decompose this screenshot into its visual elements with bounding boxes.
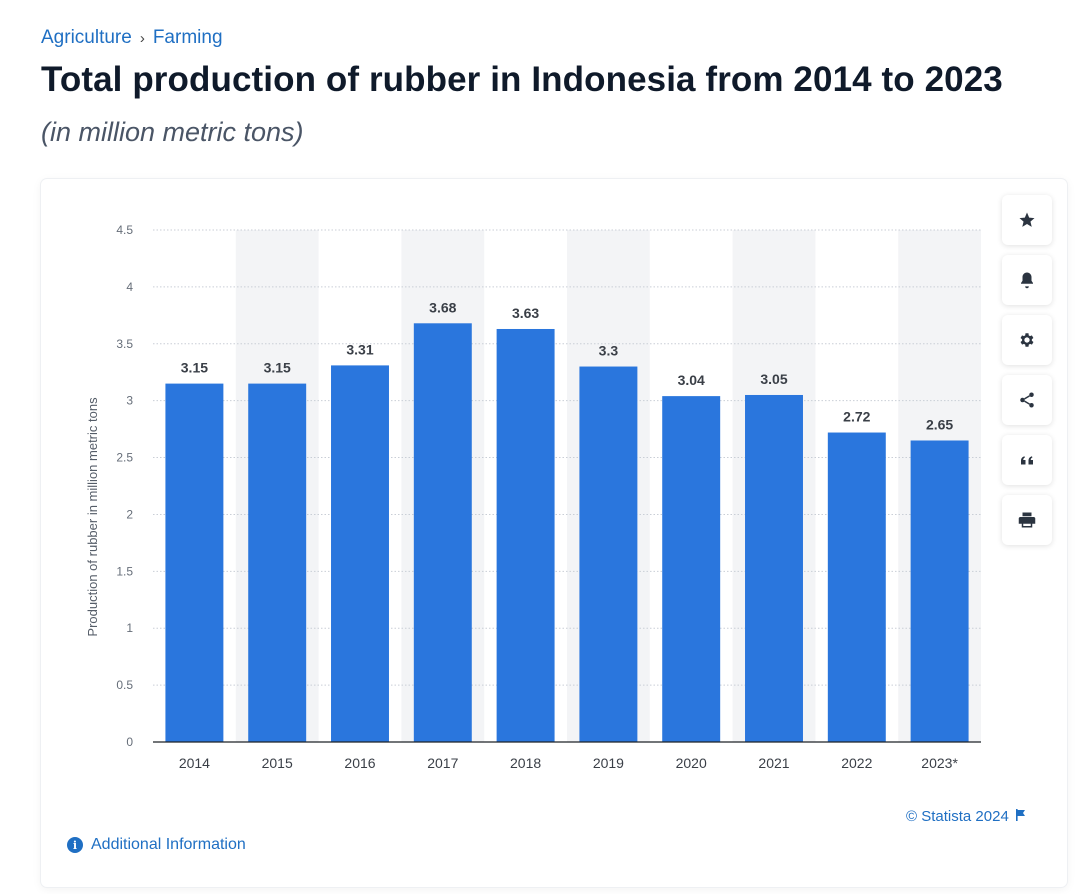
data-label: 3.63 bbox=[512, 305, 539, 321]
data-label: 3.04 bbox=[678, 372, 705, 388]
bar bbox=[165, 383, 224, 742]
cite-button[interactable] bbox=[1002, 435, 1052, 485]
quote-icon bbox=[1018, 451, 1036, 469]
bar bbox=[331, 365, 389, 742]
bar bbox=[413, 323, 472, 742]
chart-card: 0 0.5 1 1.5 2 2.5 3 3.5 4 4.5 Production of rubber… bbox=[41, 179, 1067, 887]
data-label: 3.15 bbox=[181, 360, 208, 376]
print-button[interactable] bbox=[1002, 495, 1052, 545]
copyright-notice[interactable]: © Statista 2024 bbox=[906, 808, 1026, 825]
x-tick-label: 2015 bbox=[262, 755, 293, 771]
bar bbox=[745, 394, 803, 742]
share-icon bbox=[1018, 391, 1036, 409]
share-button[interactable] bbox=[1002, 375, 1052, 425]
bar-chart: 0 0.5 1 1.5 2 2.5 3 3.5 4 4.5 Production of rubber… bbox=[85, 223, 981, 771]
bar bbox=[662, 396, 721, 742]
additional-information-label: Additional Information bbox=[91, 836, 246, 853]
y-tick-label: 1.5 bbox=[116, 564, 133, 578]
x-tick-label: 2020 bbox=[676, 755, 707, 771]
y-tick-label: 1 bbox=[126, 621, 133, 635]
x-tick-label: 2023* bbox=[921, 755, 958, 771]
breadcrumb-separator: › bbox=[139, 29, 145, 47]
y-tick-label: 2.5 bbox=[116, 451, 133, 465]
print-icon bbox=[1018, 511, 1036, 529]
breadcrumb: Agriculture › Farming bbox=[41, 27, 223, 49]
x-tick-label: 2018 bbox=[510, 755, 541, 771]
y-tick-label: 4 bbox=[126, 280, 133, 294]
y-tick-label: 0.5 bbox=[116, 678, 133, 692]
y-tick-label: 0 bbox=[126, 735, 133, 749]
page-title: Total production of rubber in Indonesia … bbox=[41, 60, 1003, 99]
notification-button[interactable] bbox=[1002, 255, 1052, 305]
data-label: 2.72 bbox=[843, 409, 870, 425]
data-label: 2.65 bbox=[926, 416, 953, 432]
y-tick-label: 2 bbox=[126, 507, 133, 521]
bar bbox=[910, 440, 969, 742]
bar bbox=[579, 366, 638, 742]
y-tick-label: 4.5 bbox=[116, 223, 133, 237]
copyright-text: © Statista 2024 bbox=[906, 808, 1009, 825]
x-tick-label: 2021 bbox=[758, 755, 789, 771]
settings-button[interactable] bbox=[1002, 315, 1052, 365]
breadcrumb-link-agriculture[interactable]: Agriculture bbox=[41, 27, 132, 48]
data-label: 3.31 bbox=[346, 341, 373, 357]
x-tick-label: 2014 bbox=[179, 755, 210, 771]
bar bbox=[496, 328, 555, 742]
x-tick-label: 2019 bbox=[593, 755, 624, 771]
breadcrumb-link-farming[interactable]: Farming bbox=[152, 27, 223, 48]
favorite-button[interactable] bbox=[1002, 195, 1052, 245]
info-icon: i bbox=[67, 837, 83, 853]
bar bbox=[827, 432, 886, 742]
bar bbox=[248, 383, 307, 742]
gear-icon bbox=[1018, 331, 1036, 349]
y-tick-label: 3 bbox=[126, 394, 133, 408]
x-tick-label: 2016 bbox=[344, 755, 375, 771]
bell-icon bbox=[1018, 271, 1036, 289]
y-axis-title: Production of rubber in million metric t… bbox=[85, 397, 100, 637]
y-tick-label: 3.5 bbox=[116, 337, 133, 351]
data-label: 3.05 bbox=[760, 371, 787, 387]
x-tick-label: 2022 bbox=[841, 755, 872, 771]
data-label: 3.3 bbox=[599, 343, 619, 359]
data-label: 3.15 bbox=[264, 360, 291, 376]
page-subtitle: (in million metric tons) bbox=[41, 117, 304, 147]
data-label: 3.68 bbox=[429, 299, 456, 315]
star-icon bbox=[1018, 211, 1036, 229]
x-tick-label: 2017 bbox=[427, 755, 458, 771]
additional-information-link[interactable]: i Additional Information bbox=[67, 836, 246, 854]
flag-icon bbox=[1015, 808, 1026, 825]
